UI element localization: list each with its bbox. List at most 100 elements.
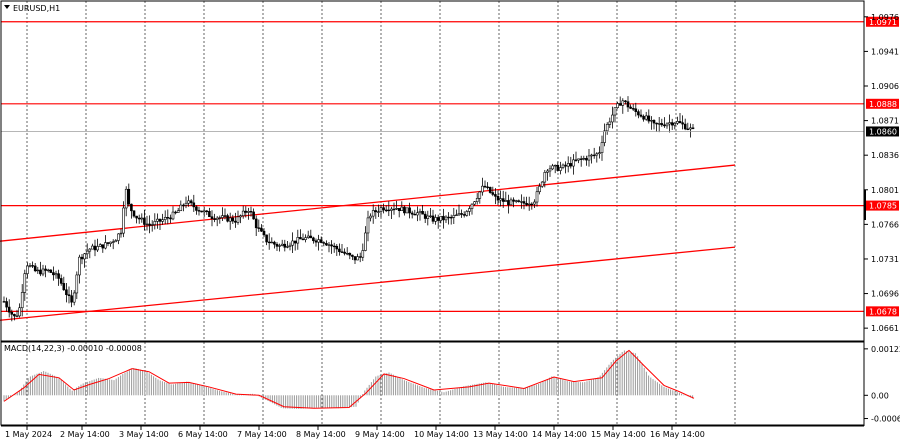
candle-body — [54, 273, 58, 276]
candle-body — [366, 217, 370, 234]
candle-body — [642, 116, 645, 120]
candle-body — [111, 241, 115, 243]
candle-body — [647, 115, 651, 122]
candle-body — [174, 211, 177, 214]
candle-body — [257, 227, 261, 229]
candle-body — [182, 204, 185, 207]
scroll-marker[interactable] — [864, 190, 866, 220]
candle-body — [140, 217, 144, 220]
candle-body — [98, 244, 102, 247]
candle-body — [384, 209, 388, 212]
candle-body — [527, 203, 531, 206]
candle-body — [644, 115, 648, 120]
candle-body — [10, 311, 14, 315]
candle-body — [309, 235, 313, 239]
candle-body — [75, 274, 79, 294]
candle-body — [52, 272, 55, 276]
candle-body — [421, 210, 424, 215]
candle-body — [353, 256, 357, 261]
candle-body — [351, 254, 354, 257]
candle-body — [569, 163, 573, 167]
candle-body — [423, 213, 427, 219]
candle-body — [2, 301, 6, 303]
candle-body — [371, 210, 375, 217]
macd-histogram — [3, 350, 694, 410]
candle-body — [439, 215, 443, 221]
candle-body — [431, 215, 435, 222]
price-scale: 1.0976 1.0941 1.0906 1.0871 1.0836 1.0801 1.07… — [864, 13, 899, 333]
candle-body — [135, 215, 138, 219]
candle-body — [585, 158, 588, 161]
candle-body — [442, 215, 445, 221]
candle-body — [356, 256, 359, 261]
level-tag — [866, 200, 899, 211]
macd-tick-label: 0.00122 — [871, 345, 900, 354]
candle-body — [145, 223, 149, 226]
candle-body — [603, 130, 606, 143]
candle-body — [608, 121, 612, 125]
symbol-label: EURUSD,H1 — [13, 4, 60, 13]
candle-body — [88, 248, 92, 252]
candle-body — [184, 202, 188, 206]
candle-body — [572, 159, 575, 167]
dropdown-arrow-icon[interactable] — [4, 5, 10, 9]
candle-body — [400, 206, 404, 211]
price-tick-label: 1.0696 — [871, 290, 899, 299]
candle-body — [41, 268, 45, 275]
candle-body — [244, 210, 248, 213]
candle-body — [556, 164, 560, 171]
candle-body — [317, 239, 320, 243]
candle-body — [681, 122, 684, 125]
candle-body — [561, 164, 565, 168]
candle-body — [587, 155, 591, 161]
candle-body — [418, 210, 422, 214]
macd-signal — [3, 349, 695, 409]
candle-body — [273, 241, 276, 245]
candle-body — [78, 256, 81, 276]
candle-body — [254, 218, 258, 229]
candle-body — [299, 237, 302, 240]
candle-body — [327, 244, 331, 246]
candle-body — [616, 103, 619, 108]
candle-body — [512, 199, 515, 202]
candle-body — [130, 203, 133, 212]
candle-body — [200, 210, 203, 213]
candle-body — [460, 213, 463, 215]
candle-body — [208, 211, 211, 218]
candle-body — [613, 107, 617, 116]
channel-line — [0, 246, 736, 321]
candle-body — [592, 154, 596, 157]
price-pane-frame — [0, 0, 865, 342]
candle-body — [629, 106, 632, 109]
candle-body — [13, 314, 16, 317]
candle-body — [673, 122, 677, 126]
candle-body — [501, 198, 505, 202]
candle-body — [387, 209, 391, 212]
candle-body — [548, 168, 552, 172]
candle-body — [179, 204, 183, 212]
candle-body — [332, 245, 336, 248]
candle-body — [215, 217, 219, 220]
time-label: 2 May 14:00 — [60, 430, 110, 439]
candle-body — [660, 123, 664, 126]
candle-body — [39, 269, 42, 275]
candle-body — [468, 208, 471, 212]
candle-body — [689, 127, 692, 130]
candle-body — [676, 121, 679, 124]
candle-body — [499, 198, 502, 201]
candle-body — [637, 111, 640, 116]
candle-body — [59, 278, 63, 284]
candle-body — [348, 252, 352, 256]
level-tag-label: 1.0971 — [869, 18, 897, 27]
candle-body — [330, 244, 333, 247]
candle-body — [509, 199, 513, 206]
candle-body — [574, 159, 578, 161]
candle-body — [122, 207, 125, 234]
candle-body — [530, 203, 534, 206]
candle-body — [106, 242, 110, 244]
candle-body — [104, 242, 107, 249]
macd-pane-frame — [0, 341, 865, 426]
candle-body — [429, 215, 432, 218]
candle-body — [114, 240, 118, 243]
